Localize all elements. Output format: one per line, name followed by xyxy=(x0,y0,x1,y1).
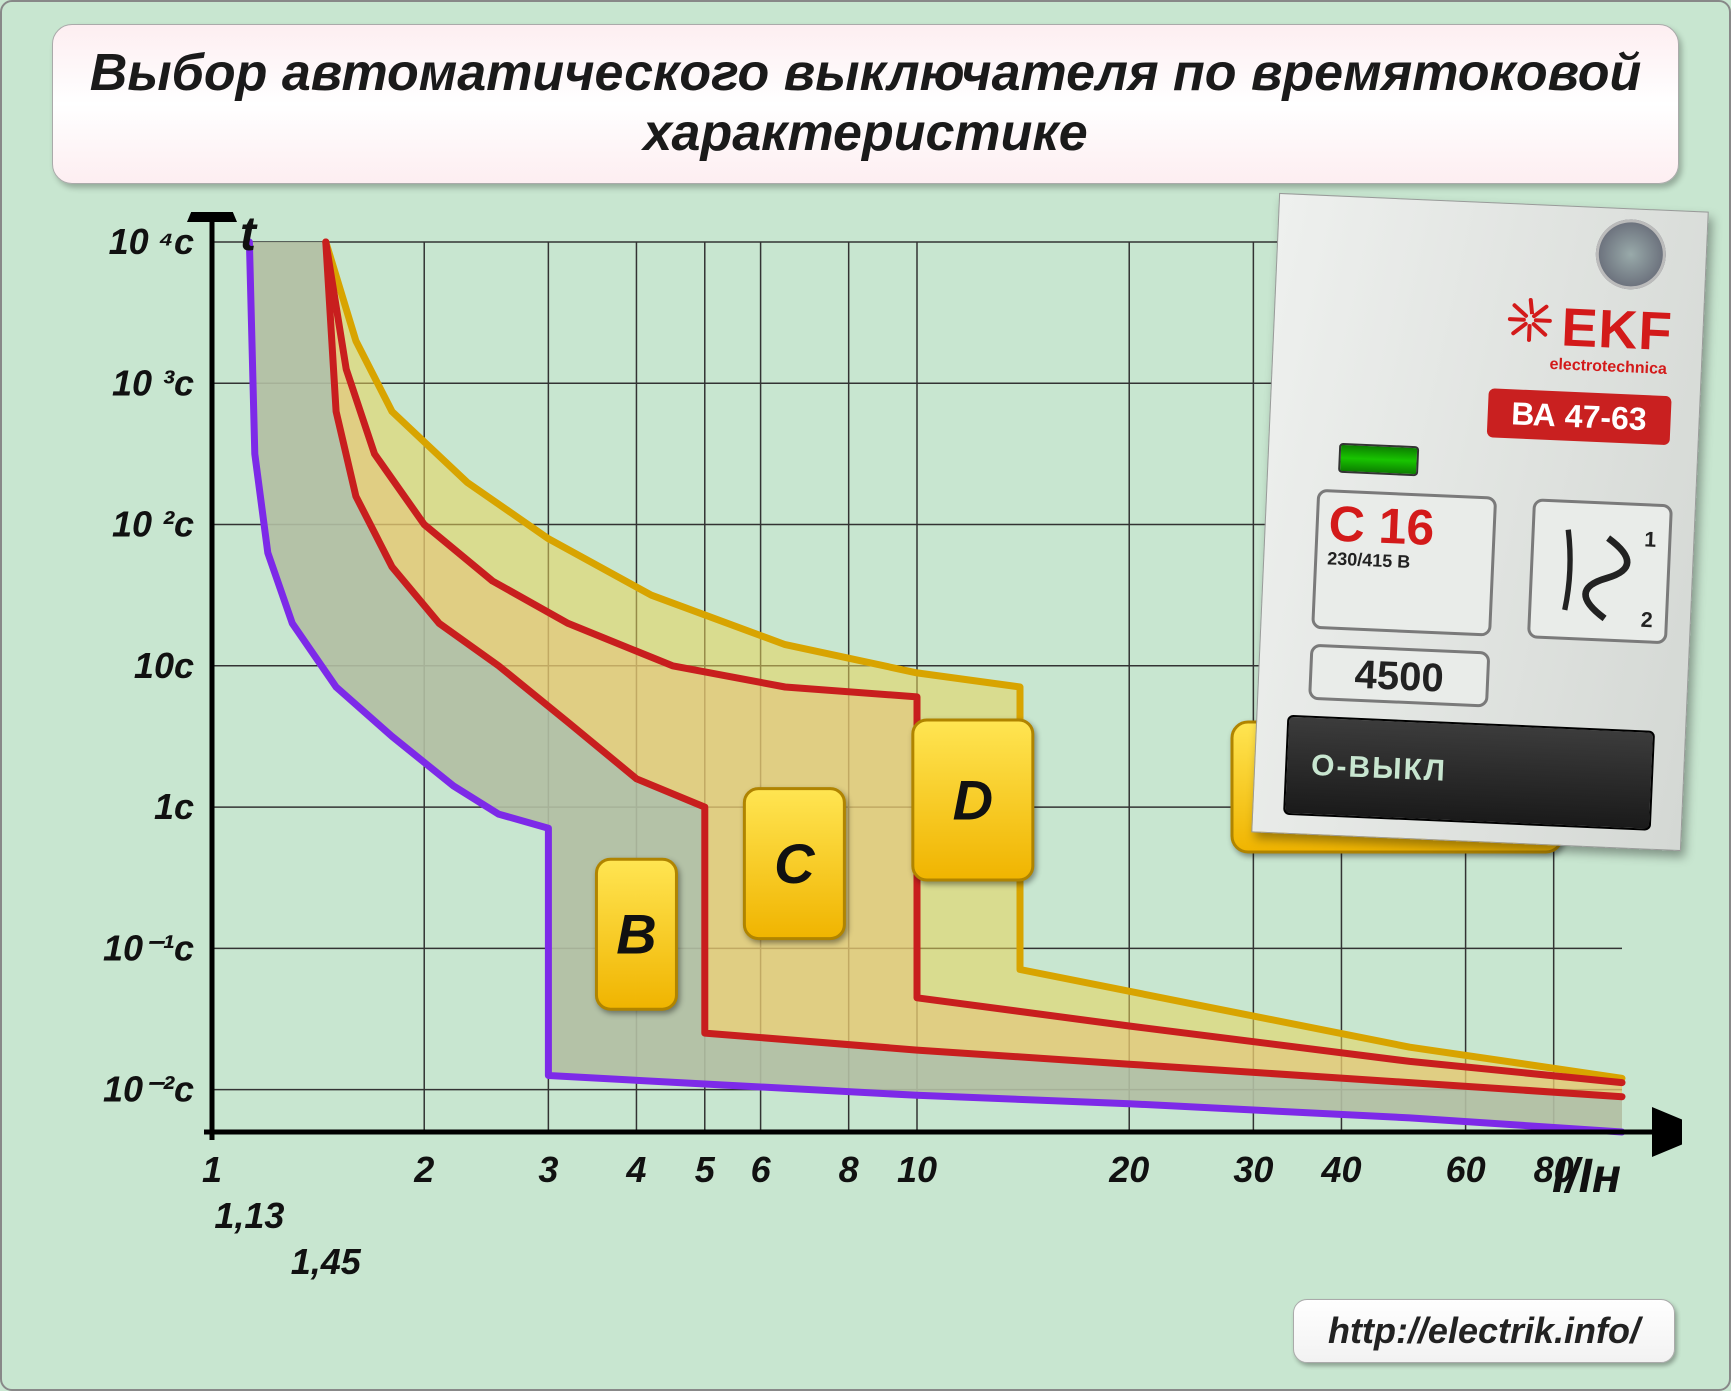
zone-label-C: C xyxy=(744,789,844,939)
x-axis-label: I/Iн xyxy=(1552,1150,1621,1203)
breaker-brand-text: EKF xyxy=(1560,296,1674,363)
svg-text:20: 20 xyxy=(1108,1149,1149,1190)
svg-text:2: 2 xyxy=(1640,608,1653,633)
breaker-switch-label: О-ВЫКЛ xyxy=(1310,749,1447,789)
breaker-brand-sub: electrotechnica xyxy=(1549,356,1667,379)
breaker-rating-panel: С 16 230/415 В xyxy=(1311,489,1497,637)
zone-label-D: D xyxy=(913,720,1033,880)
svg-text:60: 60 xyxy=(1446,1149,1486,1190)
svg-text:10с: 10с xyxy=(134,645,194,686)
svg-text:10 ²с: 10 ²с xyxy=(112,504,194,545)
svg-text:6: 6 xyxy=(751,1149,772,1190)
svg-text:D: D xyxy=(953,769,993,832)
sun-icon xyxy=(1504,294,1555,358)
breaker-led xyxy=(1338,443,1419,476)
svg-text:C: C xyxy=(774,832,816,895)
breaker-rating: С 16 xyxy=(1328,498,1484,555)
svg-text:10 ⁴с: 10 ⁴с xyxy=(109,221,194,262)
breaker-short-circuit: 4500 xyxy=(1308,644,1490,708)
svg-text:10 ³с: 10 ³с xyxy=(112,362,194,403)
figure-frame: Выбор автоматического выключателя по вре… xyxy=(0,0,1731,1391)
breaker-photo: EKF electrotechnica ВА 47-63 С 16 230/41… xyxy=(1251,193,1709,851)
svg-text:2,55: 2,55 xyxy=(463,1287,535,1292)
svg-text:2: 2 xyxy=(413,1149,434,1190)
svg-text:1,13: 1,13 xyxy=(214,1195,284,1236)
breaker-curve-icon-panel: 1 2 xyxy=(1527,498,1673,644)
svg-text:1: 1 xyxy=(202,1149,222,1190)
svg-text:5: 5 xyxy=(695,1149,716,1190)
curve-icon: 1 2 xyxy=(1530,501,1670,641)
title-box: Выбор автоматического выключателя по вре… xyxy=(52,24,1679,184)
svg-text:1: 1 xyxy=(1644,527,1657,552)
svg-text:40: 40 xyxy=(1320,1149,1361,1190)
svg-text:10⁻¹с: 10⁻¹с xyxy=(103,927,194,968)
breaker-model: ВА 47-63 xyxy=(1486,388,1671,445)
svg-text:4: 4 xyxy=(625,1149,646,1190)
svg-text:3: 3 xyxy=(538,1149,558,1190)
x-ticks-sub: 1,131,45 2,55 xyxy=(214,1195,534,1292)
x-ticks: 1234568102030406080 xyxy=(202,1149,1574,1190)
svg-text:8: 8 xyxy=(839,1149,859,1190)
svg-text:30: 30 xyxy=(1233,1149,1273,1190)
zone-label-B: B xyxy=(596,859,676,1009)
svg-text:10⁻²с: 10⁻²с xyxy=(103,1069,194,1110)
svg-text:10: 10 xyxy=(897,1149,937,1190)
y-ticks: 10⁻²с 10⁻¹с 1с 10с 10 ²с 10 ³с 10 ⁴с xyxy=(103,221,194,1110)
breaker-switch: О-ВЫКЛ xyxy=(1283,715,1655,831)
y-axis-label: t xyxy=(240,212,258,261)
svg-text:1с: 1с xyxy=(154,786,194,827)
figure-title: Выбор автоматического выключателя по вре… xyxy=(83,44,1648,164)
breaker-brand: EKF xyxy=(1504,294,1674,363)
source-url: http://electrik.info/ xyxy=(1293,1299,1675,1363)
screw-icon xyxy=(1594,218,1667,291)
svg-text:1,45: 1,45 xyxy=(291,1241,362,1282)
svg-text:B: B xyxy=(616,903,656,966)
